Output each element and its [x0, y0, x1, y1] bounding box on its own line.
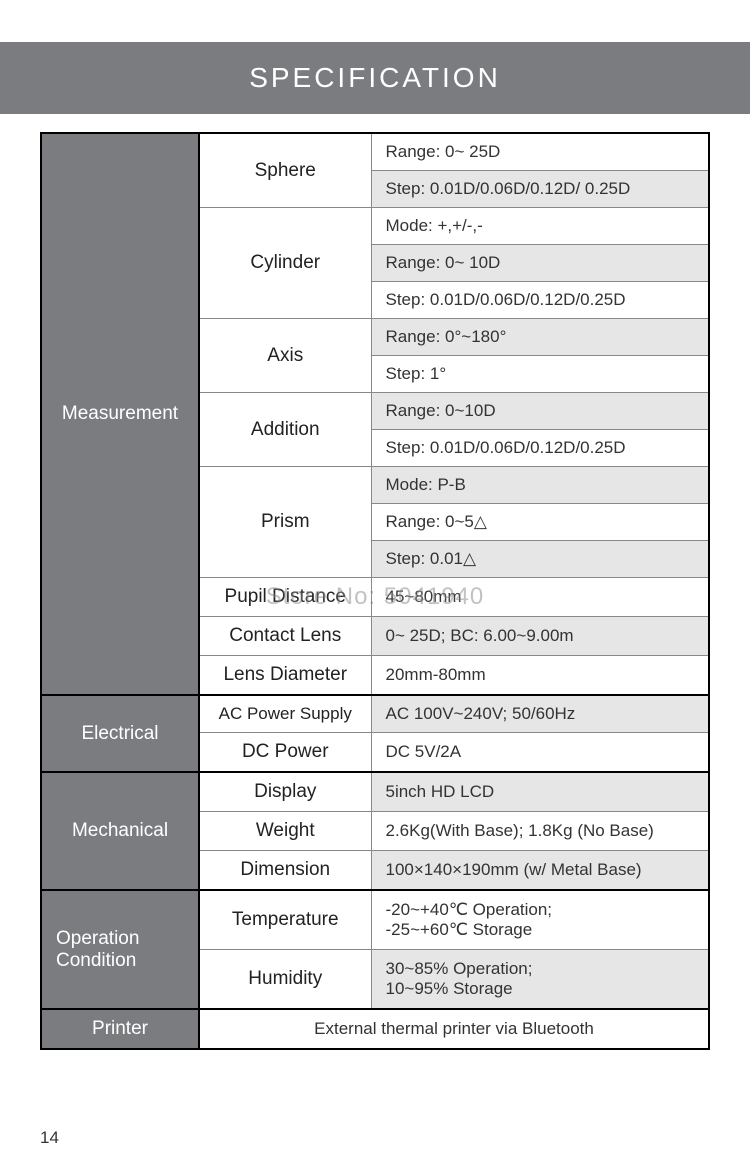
param-contact: Contact Lens	[199, 617, 371, 656]
val-prism-mode: Mode: P-B	[371, 467, 709, 504]
param-sphere: Sphere	[199, 133, 371, 208]
val-weight: 2.6Kg(With Base); 1.8Kg (No Base)	[371, 812, 709, 851]
header-title: SPECIFICATION	[249, 62, 501, 93]
val-cylinder-mode: Mode: +,+/-,-	[371, 208, 709, 245]
param-cylinder: Cylinder	[199, 208, 371, 319]
val-cylinder-range: Range: 0~ 10D	[371, 245, 709, 282]
page-number: 14	[40, 1128, 59, 1148]
param-pupil: Pupil Distance	[199, 578, 371, 617]
header-bar: SPECIFICATION	[0, 42, 750, 114]
param-dimension: Dimension	[199, 851, 371, 891]
cat-measurement: Measurement	[41, 133, 199, 695]
cat-mechanical: Mechanical	[41, 772, 199, 890]
spec-table-wrap: Measurement Sphere Range: 0~ 25D Step: 0…	[0, 114, 750, 1050]
param-weight: Weight	[199, 812, 371, 851]
cat-printer: Printer	[41, 1009, 199, 1049]
cat-operation: Operation Condition	[41, 890, 199, 1009]
param-addition: Addition	[199, 393, 371, 467]
val-pupil: 45~80mm	[371, 578, 709, 617]
val-humidity: 30~85% Operation; 10~95% Storage	[371, 950, 709, 1010]
val-prism-step: Step: 0.01△	[371, 541, 709, 578]
param-display: Display	[199, 772, 371, 812]
param-ac: AC Power Supply	[199, 695, 371, 733]
val-display: 5inch HD LCD	[371, 772, 709, 812]
val-cylinder-step: Step: 0.01D/0.06D/0.12D/0.25D	[371, 282, 709, 319]
val-dimension: 100×140×190mm (w/ Metal Base)	[371, 851, 709, 891]
val-lensdia: 20mm-80mm	[371, 656, 709, 696]
param-lensdia: Lens Diameter	[199, 656, 371, 696]
param-axis: Axis	[199, 319, 371, 393]
val-dc: DC 5V/2A	[371, 733, 709, 773]
val-temp: -20~+40℃ Operation; -25~+60℃ Storage	[371, 890, 709, 950]
val-prism-range: Range: 0~5△	[371, 504, 709, 541]
param-dc: DC Power	[199, 733, 371, 773]
param-temp: Temperature	[199, 890, 371, 950]
val-addition-range: Range: 0~10D	[371, 393, 709, 430]
val-axis-range: Range: 0°~180°	[371, 319, 709, 356]
val-ac: AC 100V~240V; 50/60Hz	[371, 695, 709, 733]
val-contact: 0~ 25D; BC: 6.00~9.00m	[371, 617, 709, 656]
param-humidity: Humidity	[199, 950, 371, 1010]
val-sphere-step: Step: 0.01D/0.06D/0.12D/ 0.25D	[371, 171, 709, 208]
param-prism: Prism	[199, 467, 371, 578]
spec-table: Measurement Sphere Range: 0~ 25D Step: 0…	[40, 132, 710, 1050]
val-axis-step: Step: 1°	[371, 356, 709, 393]
cat-electrical: Electrical	[41, 695, 199, 772]
val-sphere-range: Range: 0~ 25D	[371, 133, 709, 171]
val-addition-step: Step: 0.01D/0.06D/0.12D/0.25D	[371, 430, 709, 467]
val-printer: External thermal printer via Bluetooth	[199, 1009, 709, 1049]
